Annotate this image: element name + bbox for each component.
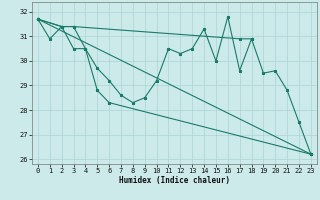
X-axis label: Humidex (Indice chaleur): Humidex (Indice chaleur)	[119, 176, 230, 185]
